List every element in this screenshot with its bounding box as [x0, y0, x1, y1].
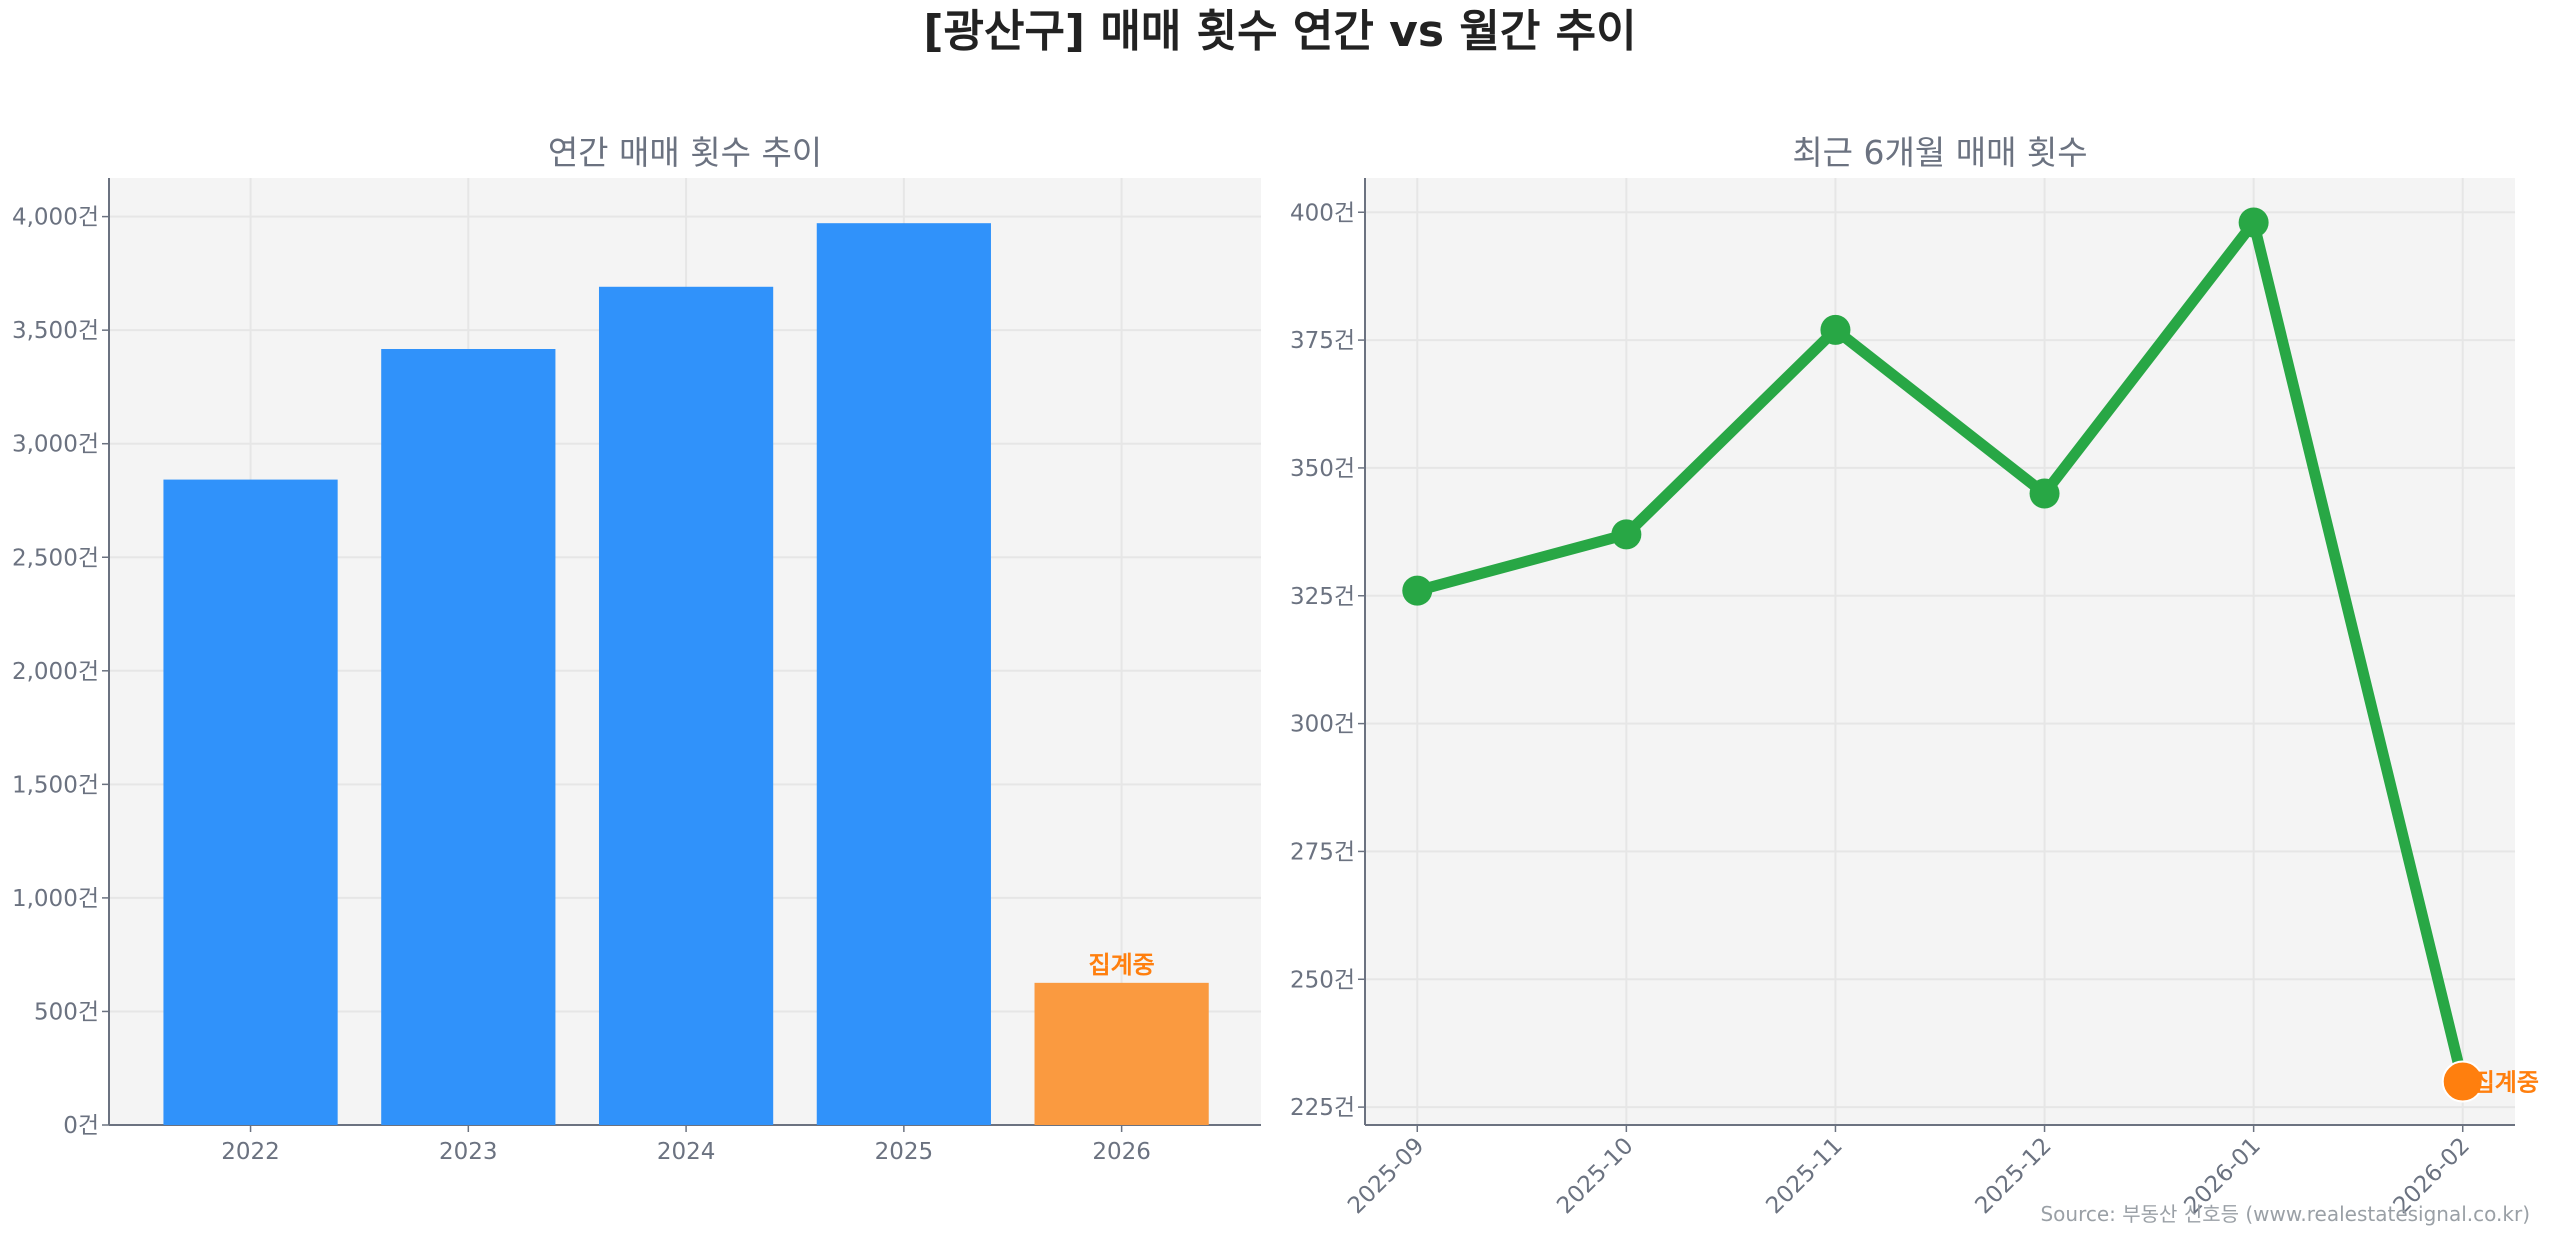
bar-2022 [163, 479, 338, 1126]
bar-2026 [1034, 982, 1209, 1125]
plot-area [1365, 178, 2515, 1125]
y-tick-label: 375건 [1290, 328, 1355, 354]
data-point-2025-12 [2029, 478, 2060, 509]
point-annotation: 집계중 [2473, 1069, 2539, 1097]
bar-2024 [598, 286, 774, 1125]
x-tick-label: 2025-10 [1552, 1133, 1638, 1219]
y-tick-label: 275건 [1290, 839, 1355, 865]
y-tick-label: 325건 [1290, 584, 1355, 610]
y-tick-label: 250건 [1290, 967, 1355, 993]
x-tick-label: 2024 [657, 1139, 716, 1165]
x-tick-label: 2025-11 [1761, 1133, 1847, 1219]
subplot-title: 연간 매매 횟수 추이 [548, 133, 822, 172]
x-tick-label: 2022 [221, 1139, 280, 1165]
data-point-2026-01 [2238, 207, 2269, 238]
y-tick-label: 4,000건 [12, 205, 99, 231]
y-tick-label: 2,000건 [12, 659, 99, 685]
y-tick-label: 500건 [34, 999, 99, 1025]
bar-annotation: 집계중 [1089, 951, 1155, 979]
y-tick-label: 400건 [1290, 200, 1355, 226]
y-tick-label: 225건 [1290, 1095, 1355, 1121]
x-tick-label: 2025 [875, 1139, 934, 1165]
x-tick-label: 2023 [439, 1139, 498, 1165]
figure-title: [광산구] 매매 횟수 연간 vs 월간 추이 [923, 6, 1636, 57]
source-note: Source: 부동산 신호등 (www.realestatesignal.co… [2040, 1202, 2530, 1226]
y-tick-label: 1,500건 [12, 772, 99, 798]
y-tick-label: 1,000건 [12, 886, 99, 912]
annual-bar-chart: 0건 500건 1,000건 1,500건 2,000건 2,500건 3,000건 3,50… [12, 133, 1261, 1165]
bar-2023 [381, 349, 556, 1126]
series-line [1415, 216, 2469, 1083]
y-tick-label: 300건 [1290, 712, 1355, 738]
y-tick-label: 0건 [63, 1113, 99, 1139]
monthly-line-chart: 225건 250건 275건 300건 325건 350건 375건 400건 2025-09 2… [1290, 133, 2539, 1219]
data-point-2025-10 [1611, 519, 1642, 550]
bar-2025 [816, 223, 991, 1125]
x-tick-label: 2026 [1092, 1139, 1151, 1165]
y-tick-label: 2,500건 [12, 545, 99, 571]
y-tick-label: 3,500건 [12, 318, 99, 344]
x-tick-label: 2025-09 [1343, 1133, 1429, 1219]
subplot-title: 최근 6개월 매매 횟수 [1792, 133, 2087, 172]
data-point-2025-11 [1820, 314, 1851, 345]
data-point-2025-09 [1402, 575, 1433, 606]
data-point-2026-02 [2441, 1060, 2484, 1103]
y-tick-label: 350건 [1290, 456, 1355, 482]
y-tick-label: 3,000건 [12, 432, 99, 458]
